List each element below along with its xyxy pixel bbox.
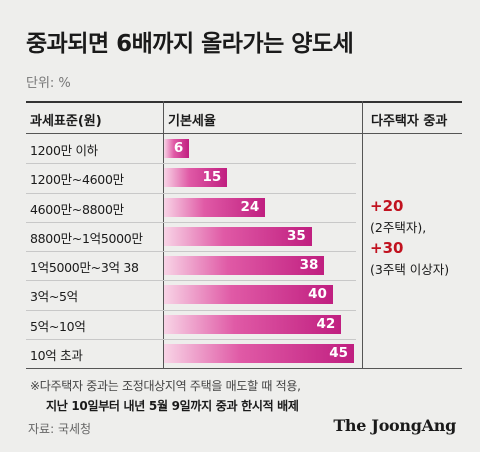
chart-title: 중과되면 6배까지 올라가는 양도세: [26, 31, 354, 57]
rate-value-label: 6: [173, 140, 184, 157]
rate-value-label: 24: [240, 198, 260, 215]
category-label: 4600만~8800만: [30, 201, 124, 217]
header-basic-rate: 기본세율: [168, 114, 216, 129]
footnote-line-1: ※다주택자 중과는 조정대상지역 주택을 매도할 때 적용,: [30, 379, 301, 393]
rate-bar: 42: [164, 314, 342, 334]
source-label: 자료: 국세청: [28, 422, 92, 436]
category-label: 3억~5억: [30, 289, 78, 305]
surcharge-three-homes-note: (3주택 이상자): [370, 262, 450, 277]
rate-bar: 45: [164, 343, 354, 363]
rate-value-label: 42: [316, 315, 336, 332]
row-divider: [26, 280, 356, 282]
rate-value-label: 45: [329, 344, 348, 361]
table-bottom-rule: [26, 368, 462, 369]
surcharge-three-homes-value: +30: [370, 239, 404, 257]
rate-value-label: 40: [308, 286, 327, 303]
category-label: 5억~10억: [30, 318, 86, 334]
category-label: 10억 초과: [30, 347, 83, 363]
rate-bar: 15: [164, 168, 228, 188]
rate-value-label: 38: [299, 257, 319, 274]
rate-bar: 40: [164, 285, 333, 305]
header-tax-base: 과세표준(원): [30, 114, 102, 129]
column-divider-right: [362, 101, 363, 369]
rate-value-label: 15: [202, 169, 222, 186]
category-label: 8800만~1억5000만: [30, 230, 143, 246]
table-top-rule: [26, 101, 462, 103]
surcharge-two-homes-note: (2주택자),: [370, 220, 427, 235]
unit-label: 단위: %: [26, 76, 71, 91]
footnote-line-2: 지난 10일부터 내년 5월 9일까지 중과 한시적 배제: [46, 399, 299, 413]
brand-logo: The JoongAng: [333, 416, 456, 435]
rate-bar: 24: [164, 197, 266, 217]
table-header-rule: [26, 133, 462, 134]
row-divider: [26, 163, 356, 165]
row-divider: [26, 309, 356, 311]
surcharge-two-homes-value: +20: [370, 197, 404, 215]
header-surcharge: 다주택자 중과: [371, 114, 448, 129]
row-divider: [26, 338, 356, 340]
row-divider: [26, 251, 356, 252]
column-divider-left: [163, 101, 164, 369]
category-label: 1200만 이하: [30, 143, 98, 158]
rate-bar: 6: [164, 139, 190, 159]
row-divider: [26, 192, 356, 194]
rate-value-label: 35: [286, 227, 306, 244]
category-label: 1200만~4600만: [30, 172, 124, 188]
rate-bar: 38: [164, 256, 325, 276]
rate-bar: 35: [164, 226, 312, 246]
row-divider: [26, 221, 356, 223]
category-label: 1억5000만~3억 38: [30, 260, 139, 275]
